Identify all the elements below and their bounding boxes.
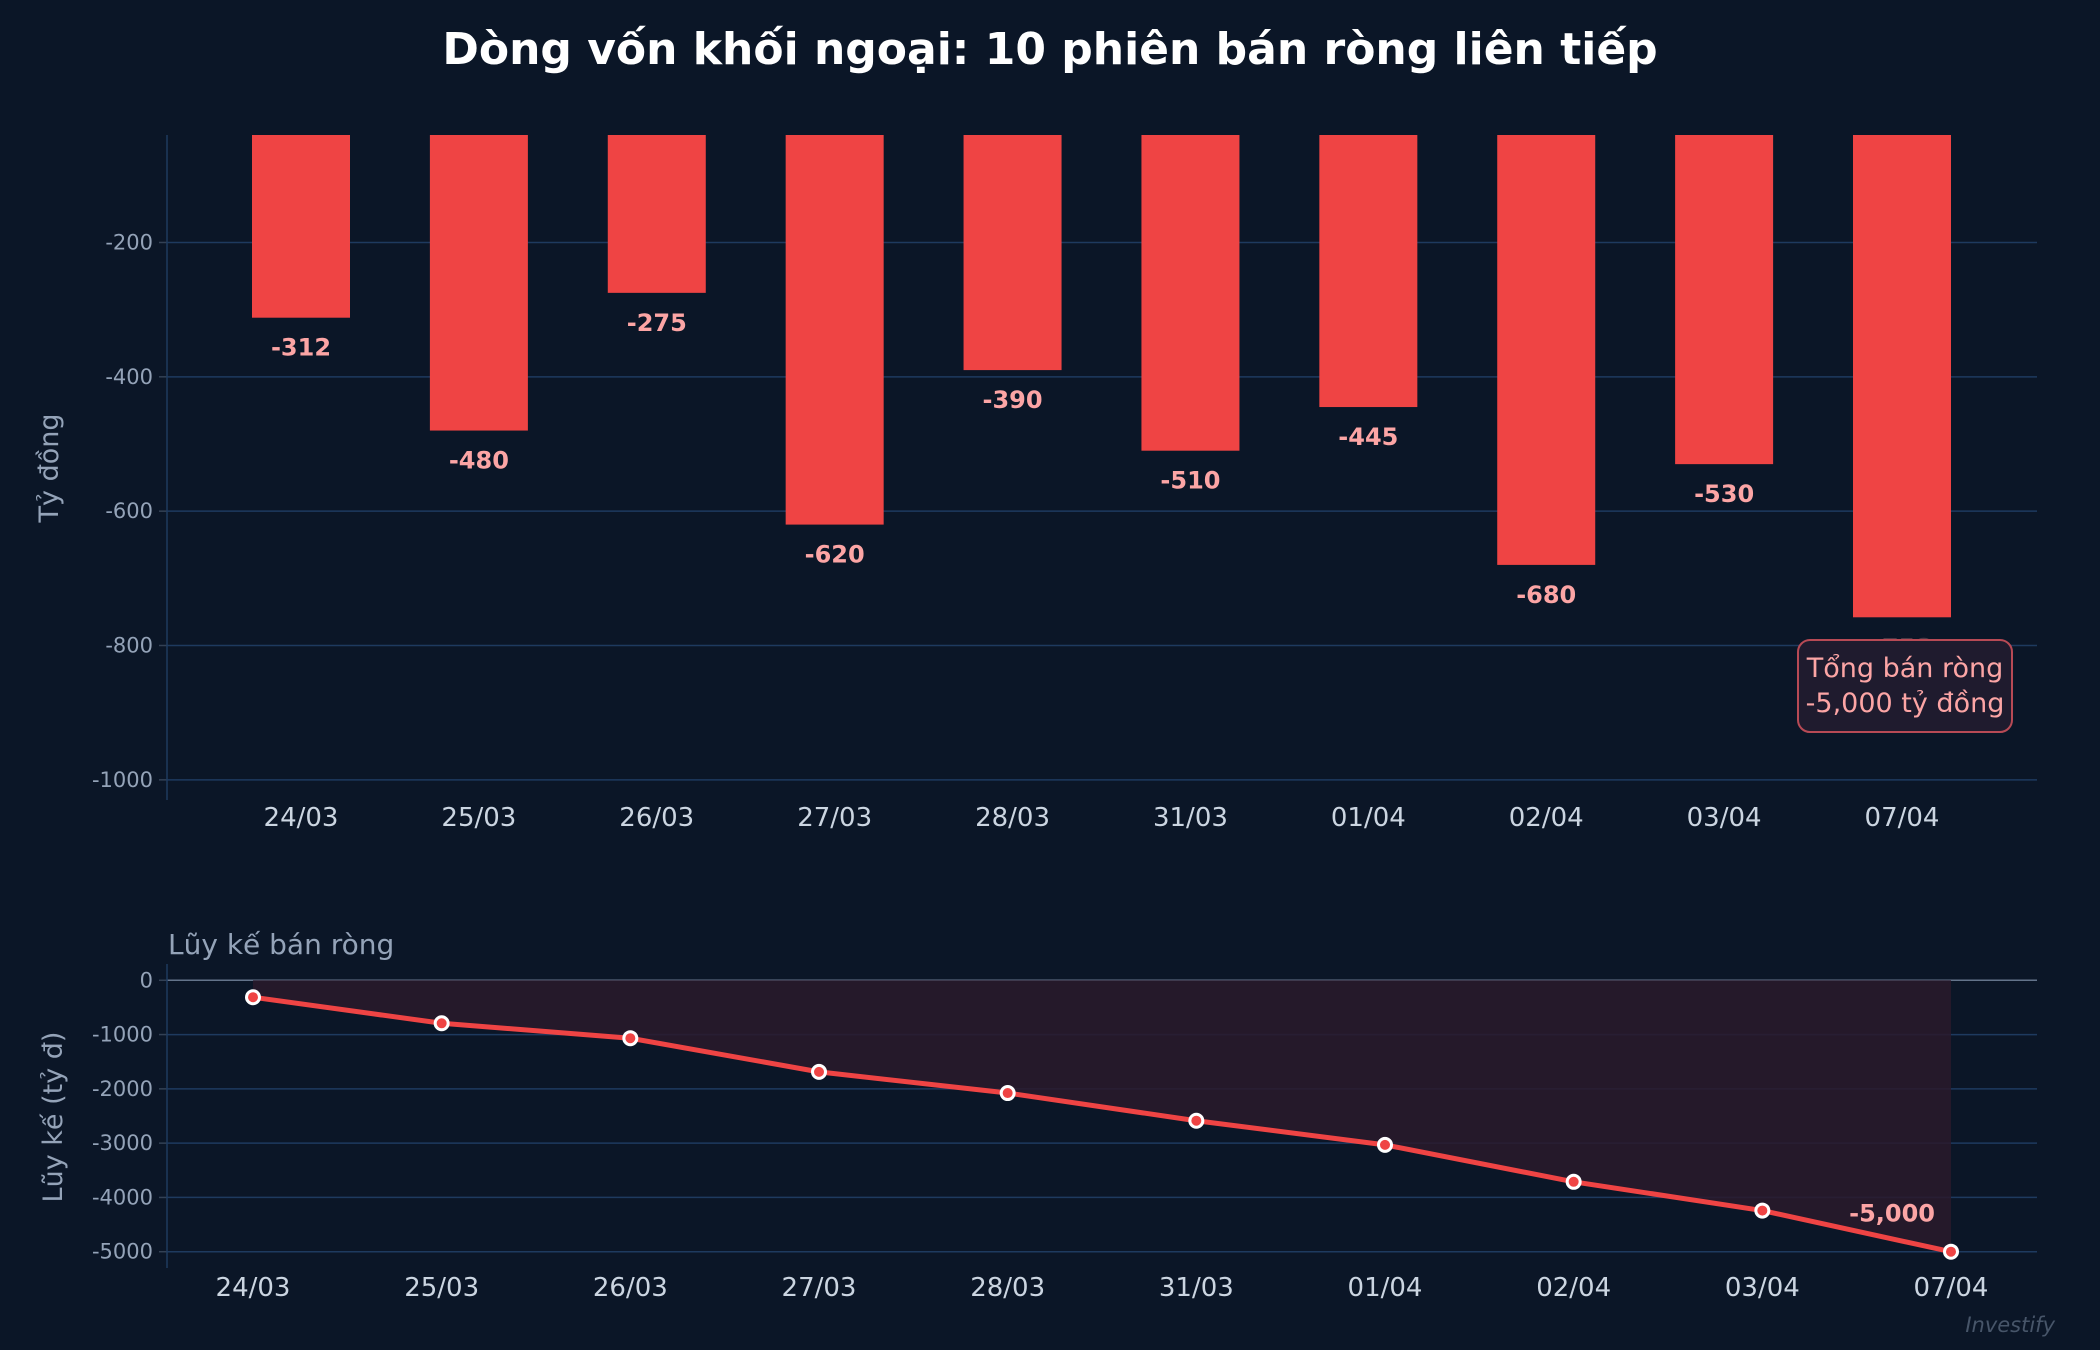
x-tick-label: 07/04 [1914, 1273, 1989, 1303]
cumulative-line [252, 994, 1952, 1255]
y-tick-label: -3000 [92, 1131, 153, 1155]
cumulative-point [1377, 1136, 1393, 1153]
total-annotation-line1: Tổng bán ròng [1806, 653, 2004, 684]
bar-value-label: -620 [805, 541, 865, 569]
cumulative-title: Lũy kế bán ròng [168, 928, 394, 961]
x-tick-label: 01/04 [1331, 803, 1406, 833]
y-tick-label: -600 [105, 499, 153, 523]
cumulative-end-label: -5,000 [1849, 1200, 1935, 1228]
bar [963, 135, 1062, 371]
x-tick-label: 02/04 [1509, 803, 1584, 833]
cumulative-y-axis-label: Lũy kế (tỷ đ) [38, 1032, 69, 1203]
bar-y-axis-label: Tỷ đồng [34, 414, 65, 524]
bar-value-label: -390 [983, 386, 1043, 414]
y-tick-label: -2000 [92, 1077, 153, 1101]
y-tick-label: -400 [105, 365, 153, 389]
watermark: Investify [1965, 1313, 2055, 1337]
x-tick-label: 28/03 [975, 803, 1050, 833]
bar-value-label: -445 [1338, 423, 1398, 451]
x-tick-label: 24/03 [216, 1273, 291, 1303]
cumulative-point [1943, 1243, 1959, 1260]
x-tick-label: 03/04 [1687, 803, 1762, 833]
bar [252, 135, 350, 318]
bar [1675, 135, 1774, 465]
x-tick-label: 25/03 [441, 803, 516, 833]
x-tick-label: 27/03 [797, 803, 872, 833]
cumulative-area [253, 980, 1951, 1252]
bar [1853, 135, 1951, 618]
total-annotation-line2: -5,000 tỷ đồng [1806, 688, 2005, 719]
bar-value-label: -510 [1160, 467, 1220, 495]
bar [1141, 135, 1240, 451]
x-tick-label: 07/04 [1865, 803, 1940, 833]
bar-value-label: -680 [1516, 581, 1576, 609]
bar-chart: -200 -400 -600 -800 -1000 -312 24/03 -480 25/03 -… [92, 135, 2037, 833]
cumulative-point [1565, 1173, 1582, 1190]
x-tick-label: 31/03 [1153, 803, 1228, 833]
total-annotation-box [1797, 639, 2013, 733]
y-tick-label: -5000 [92, 1240, 153, 1264]
x-tick-label: 28/03 [970, 1273, 1045, 1303]
y-tick-label: 0 [140, 968, 153, 992]
bar [785, 135, 884, 525]
x-tick-label: 25/03 [404, 1273, 479, 1303]
cumulative-point [1754, 1202, 1771, 1219]
x-tick-label: 26/03 [593, 1273, 668, 1303]
x-tick-label: 31/03 [1159, 1273, 1234, 1303]
bar-value-label: -530 [1694, 480, 1754, 508]
cumulative-point [622, 1030, 639, 1047]
cumulative-chart: 0 -1000 -2000 -3000 -4000 -5000 24/03 25/03 26/0… [92, 964, 2037, 1303]
chart-title: Dòng vốn khối ngoại: 10 phiên bán ròng l… [442, 24, 1657, 75]
cumulative-point [245, 989, 261, 1006]
x-tick-label: 01/04 [1348, 1273, 1423, 1303]
cumulative-point [1188, 1112, 1205, 1129]
x-tick-label: 26/03 [619, 803, 694, 833]
bar [429, 135, 528, 431]
cumulative-point [999, 1085, 1016, 1102]
bar-value-label: -312 [271, 334, 331, 362]
cumulative-point [811, 1063, 827, 1080]
y-tick-label: -1000 [92, 1023, 153, 1047]
bar [1497, 135, 1596, 565]
bar [607, 135, 706, 293]
y-tick-label: -1000 [92, 768, 153, 792]
y-tick-label: -200 [105, 230, 153, 254]
x-tick-label: 02/04 [1536, 1273, 1611, 1303]
y-tick-label: -800 [105, 634, 153, 658]
x-tick-label: 03/04 [1725, 1273, 1800, 1303]
bar-value-label: -275 [627, 309, 687, 337]
bar-value-label: -480 [449, 447, 509, 475]
x-tick-label: 27/03 [782, 1273, 857, 1303]
cumulative-point [433, 1015, 450, 1032]
bar [1319, 135, 1418, 408]
y-tick-label: -4000 [92, 1185, 153, 1209]
x-tick-label: 24/03 [264, 803, 339, 833]
